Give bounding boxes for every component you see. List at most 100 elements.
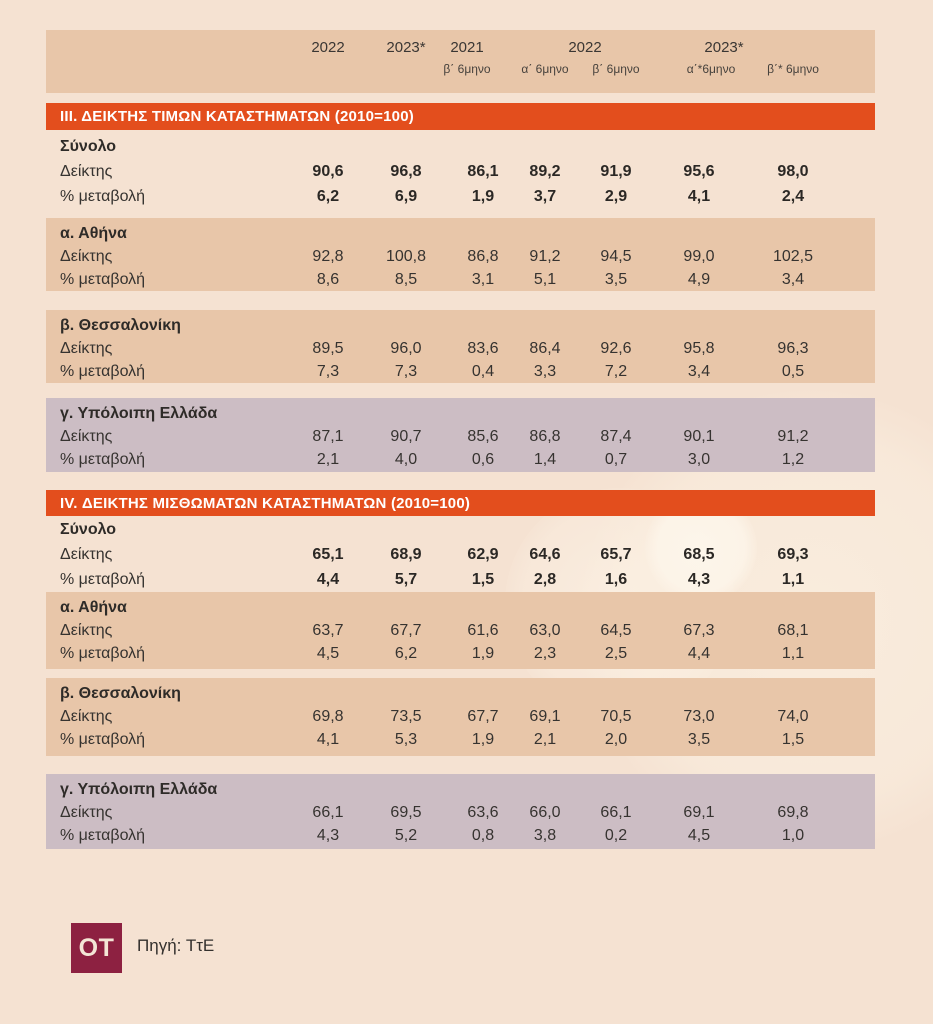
- value-cell: 83,6: [467, 340, 499, 357]
- years-row: 2022 2023* 2021 2022 2023*: [46, 30, 875, 56]
- data-row: Δείκτης 90,6 96,8 86,1 89,2 91,9 95,6 98,0: [46, 159, 875, 184]
- value-cell: 86,8: [467, 248, 499, 265]
- group-title-row: γ. Υπόλοιπη Ελλάδα: [46, 774, 875, 801]
- group-title-row: γ. Υπόλοιπη Ελλάδα: [46, 398, 875, 425]
- value-cell: 4,4: [687, 645, 711, 662]
- value-cell: 90,1: [683, 428, 715, 445]
- year-2023-annual: 2023*: [386, 39, 426, 56]
- value-cell: 2,4: [781, 188, 805, 205]
- group-title-row: β. Θεσσαλονίκη: [46, 678, 875, 705]
- value-cell: 86,4: [529, 340, 561, 357]
- value-cell: 7,3: [394, 363, 418, 380]
- value-cell: 62,9: [467, 546, 499, 563]
- row-label: % μεταβολή: [60, 731, 146, 748]
- value-cell: 96,0: [390, 340, 422, 357]
- value-cell: 68,9: [390, 546, 422, 563]
- value-cell: 89,2: [529, 163, 561, 180]
- value-cell: 64,5: [600, 622, 632, 639]
- section-iv-group-thessaloniki: β. Θεσσαλονίκη Δείκτης 69,8 73,5 67,7 69,1 70,…: [46, 678, 875, 756]
- group-title: α. Αθήνα: [60, 599, 127, 616]
- year-2022-annual: 2022: [311, 39, 345, 56]
- value-cell: 1,4: [533, 451, 557, 468]
- value-cell: 3,4: [687, 363, 711, 380]
- data-row: Δείκτης 65,1 68,9 62,9 64,6 65,7 68,5 69,3: [46, 542, 875, 567]
- row-label: Δείκτης: [60, 804, 113, 821]
- row-label: Δείκτης: [60, 708, 113, 725]
- value-cell: 3,7: [533, 188, 557, 205]
- data-row: % μεταβολή 4,4 5,7 1,5 2,8 1,6 4,3 1,1: [46, 567, 875, 592]
- value-cell: 3,8: [533, 827, 557, 844]
- value-cell: 67,7: [467, 708, 499, 725]
- value-cell: 1,5: [781, 731, 805, 748]
- value-cell: 8,5: [394, 271, 418, 288]
- value-cell: 92,8: [312, 248, 344, 265]
- value-cell: 86,1: [467, 163, 499, 180]
- value-cell: 69,8: [777, 804, 809, 821]
- value-cell: 68,1: [777, 622, 809, 639]
- semester-b-2022: β΄ 6μηνο: [592, 62, 640, 76]
- group-title: Σύνολο: [60, 138, 117, 155]
- year-2022-semesters: 2022: [568, 39, 602, 56]
- value-cell: 4,5: [316, 645, 340, 662]
- value-cell: 66,0: [529, 804, 561, 821]
- value-cell: 89,5: [312, 340, 344, 357]
- value-cell: 69,5: [390, 804, 422, 821]
- data-row: % μεταβολή 8,6 8,5 3,1 5,1 3,5 4,9 3,4: [46, 268, 875, 291]
- value-cell: 95,8: [683, 340, 715, 357]
- value-cell: 95,6: [683, 163, 715, 180]
- section-iii-group-synolo: Σύνολο Δείκτης 90,6 96,8 86,1 89,2 91,9 95,6 98,…: [46, 131, 875, 216]
- semester-a-2022: α΄ 6μηνο: [521, 62, 569, 76]
- value-cell: 6,2: [316, 188, 340, 205]
- row-label: % μεταβολή: [60, 451, 146, 468]
- data-row: % μεταβολή 4,3 5,2 0,8 3,8 0,2 4,5 1,0: [46, 824, 875, 847]
- value-cell: 98,0: [777, 163, 809, 180]
- section-iii-title-bar: ΙΙΙ. ΔΕΙΚΤΗΣ ΤΙΜΩΝ ΚΑΤΑΣΤΗΜΑΤΩΝ (2010=10…: [46, 103, 875, 130]
- value-cell: 96,8: [390, 163, 422, 180]
- value-cell: 91,2: [777, 428, 809, 445]
- row-label: Δείκτης: [60, 622, 113, 639]
- row-label: % μεταβολή: [60, 571, 146, 588]
- group-title: Σύνολο: [60, 521, 117, 538]
- source-text: Πηγή: ΤτΕ: [137, 936, 215, 955]
- data-row: % μεταβολή 7,3 7,3 0,4 3,3 7,2 3,4 0,5: [46, 360, 875, 383]
- value-cell: 4,1: [687, 188, 711, 205]
- value-cell: 0,2: [604, 827, 628, 844]
- value-cell: 3,5: [604, 271, 628, 288]
- section-iii-group-rest-of-greece: γ. Υπόλοιπη Ελλάδα Δείκτης 87,1 90,7 85,6 86,…: [46, 398, 875, 472]
- value-cell: 0,4: [471, 363, 495, 380]
- group-title-row: Σύνολο: [46, 514, 875, 542]
- value-cell: 5,1: [533, 271, 557, 288]
- value-cell: 7,3: [316, 363, 340, 380]
- value-cell: 4,3: [316, 827, 340, 844]
- data-row: % μεταβολή 6,2 6,9 1,9 3,7 2,9 4,1 2,4: [46, 184, 875, 209]
- semester-b-2023: β΄* 6μηνο: [767, 62, 819, 76]
- column-header: 2022 2023* 2021 2022 2023* β΄ 6μηνο α΄ 6…: [46, 30, 875, 93]
- value-cell: 1,1: [781, 645, 805, 662]
- value-cell: 0,5: [781, 363, 805, 380]
- value-cell: 63,0: [529, 622, 561, 639]
- value-cell: 4,4: [316, 571, 340, 588]
- value-cell: 100,8: [385, 248, 427, 265]
- row-label: % μεταβολή: [60, 645, 146, 662]
- value-cell: 6,2: [394, 645, 418, 662]
- value-cell: 96,3: [777, 340, 809, 357]
- value-cell: 74,0: [777, 708, 809, 725]
- value-cell: 67,3: [683, 622, 715, 639]
- value-cell: 99,0: [683, 248, 715, 265]
- value-cell: 5,3: [394, 731, 418, 748]
- data-row: % μεταβολή 4,5 6,2 1,9 2,3 2,5 4,4 1,1: [46, 642, 875, 665]
- value-cell: 92,6: [600, 340, 632, 357]
- data-row: Δείκτης 69,8 73,5 67,7 69,1 70,5 73,0 74,0: [46, 705, 875, 728]
- value-cell: 69,1: [683, 804, 715, 821]
- value-cell: 69,1: [529, 708, 561, 725]
- row-label: Δείκτης: [60, 428, 113, 445]
- value-cell: 7,2: [604, 363, 628, 380]
- group-title: β. Θεσσαλονίκη: [60, 317, 181, 334]
- value-cell: 63,6: [467, 804, 499, 821]
- value-cell: 1,6: [604, 571, 628, 588]
- data-row: Δείκτης 89,5 96,0 83,6 86,4 92,6 95,8 96,3: [46, 337, 875, 360]
- group-title-row: α. Αθήνα: [46, 592, 875, 619]
- value-cell: 87,1: [312, 428, 344, 445]
- value-cell: 69,3: [777, 546, 809, 563]
- value-cell: 1,1: [781, 571, 805, 588]
